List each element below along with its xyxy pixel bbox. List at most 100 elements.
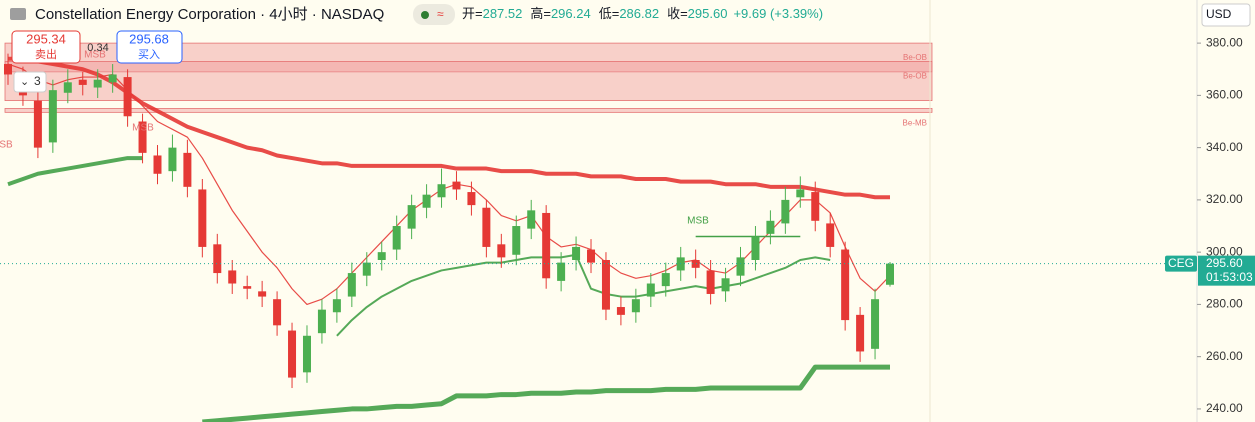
candle-body (273, 299, 282, 326)
ohlc-label: 低= (599, 6, 620, 21)
sell-price: 295.34 (26, 31, 66, 46)
msb-label: MSB (687, 216, 709, 227)
indicator-line (7, 156, 143, 187)
candle-body (258, 291, 267, 297)
candle-body (512, 226, 521, 255)
currency-select[interactable] (1201, 3, 1251, 27)
indicator-line (202, 364, 890, 422)
candle-body (721, 278, 730, 292)
candle-body (856, 314, 865, 352)
indicator-toggle[interactable] (13, 71, 47, 93)
y-tick-label: 340.00 (1206, 140, 1243, 154)
spread: 0.34 (87, 42, 108, 54)
candle-body (751, 236, 760, 260)
candle-body (646, 283, 655, 297)
ohlc-label: 收= (667, 6, 688, 21)
candle-body (362, 262, 371, 276)
candle-body (377, 252, 386, 260)
candle-body (243, 286, 252, 289)
ohlc-value: 287.52 (483, 6, 523, 21)
market-dot (421, 11, 429, 19)
buy-price: 295.68 (129, 31, 169, 46)
candle-body (886, 263, 894, 285)
zone-label: Be-MB (903, 119, 927, 128)
candle-body (587, 249, 596, 263)
order-block (4, 108, 933, 113)
candle-body (422, 194, 431, 208)
candle-body (631, 299, 640, 313)
title: Constellation Energy Corporation · 4小时 ·… (35, 6, 384, 23)
y-tick-label: 300.00 (1206, 244, 1243, 258)
candle-body (527, 210, 536, 229)
candle-body (841, 249, 850, 321)
ohlc-label: 开= (462, 6, 483, 21)
logo (10, 8, 26, 20)
candle-body (347, 273, 356, 297)
y-tick-label: 240.00 (1206, 401, 1243, 415)
candle-body (392, 226, 401, 250)
symbol-badge (1165, 255, 1197, 272)
candle-body (781, 199, 790, 224)
candle-body (467, 192, 476, 206)
candle-body (153, 155, 162, 174)
currency: USD (1206, 7, 1232, 21)
ohlc-label: 高= (530, 6, 551, 21)
msb-label: SB (0, 140, 13, 151)
candle-body (736, 257, 745, 276)
order-block (4, 61, 933, 102)
candle-body (826, 223, 835, 247)
buy-label: 买入 (138, 48, 160, 61)
indicator-count: 3 (34, 74, 41, 88)
candle-body (108, 74, 117, 83)
indicator-line (8, 56, 890, 200)
candle-body (572, 246, 581, 260)
candle-body (123, 77, 132, 117)
candle-body (317, 309, 326, 334)
chevron: ⌄ (20, 76, 29, 88)
ohlc-value: 295.60 (688, 6, 728, 21)
candle-body (497, 244, 506, 258)
candle-body (183, 152, 192, 187)
candle-body (63, 82, 72, 93)
candle-body (407, 205, 416, 229)
candle-body (871, 299, 880, 349)
countdown: 01:53:03 (1206, 270, 1253, 284)
y-tick-label: 260.00 (1206, 349, 1243, 363)
candle-body (766, 220, 775, 234)
status-icon: ≈ (437, 7, 444, 21)
candle-body (452, 181, 461, 190)
candle-body (93, 79, 102, 88)
candle-body (302, 335, 311, 373)
symbol: CEG (1168, 256, 1194, 270)
msb-label: MSB (132, 123, 154, 134)
candle-body (48, 90, 57, 143)
candle-body (437, 184, 446, 198)
candle-body (332, 299, 341, 313)
candle-body (796, 189, 805, 198)
status-pill[interactable] (413, 4, 455, 25)
candle-body (601, 259, 610, 310)
zone-label: Be-OB (903, 72, 927, 81)
y-tick-label: 280.00 (1206, 297, 1243, 311)
candle-body (482, 207, 491, 247)
change: +9.69 (+3.39%) (733, 6, 823, 21)
last-price: 295.60 (1206, 256, 1243, 270)
buy-button[interactable] (116, 30, 183, 64)
candle-body (542, 212, 551, 279)
candle-body (138, 121, 147, 153)
ohlc-value: 286.82 (619, 6, 659, 21)
candle-body (78, 79, 87, 85)
candle-body (557, 262, 566, 281)
candle-body (706, 270, 715, 294)
candle-body (213, 244, 222, 274)
candle-body (661, 273, 670, 287)
candle-body (168, 147, 177, 172)
y-tick-label: 360.00 (1206, 88, 1243, 102)
zone-label: Be-OB (903, 53, 927, 62)
sell-button[interactable] (11, 30, 81, 64)
y-tick-label: 380.00 (1206, 35, 1243, 49)
indicator-line (336, 253, 831, 337)
candle-body (288, 330, 297, 378)
